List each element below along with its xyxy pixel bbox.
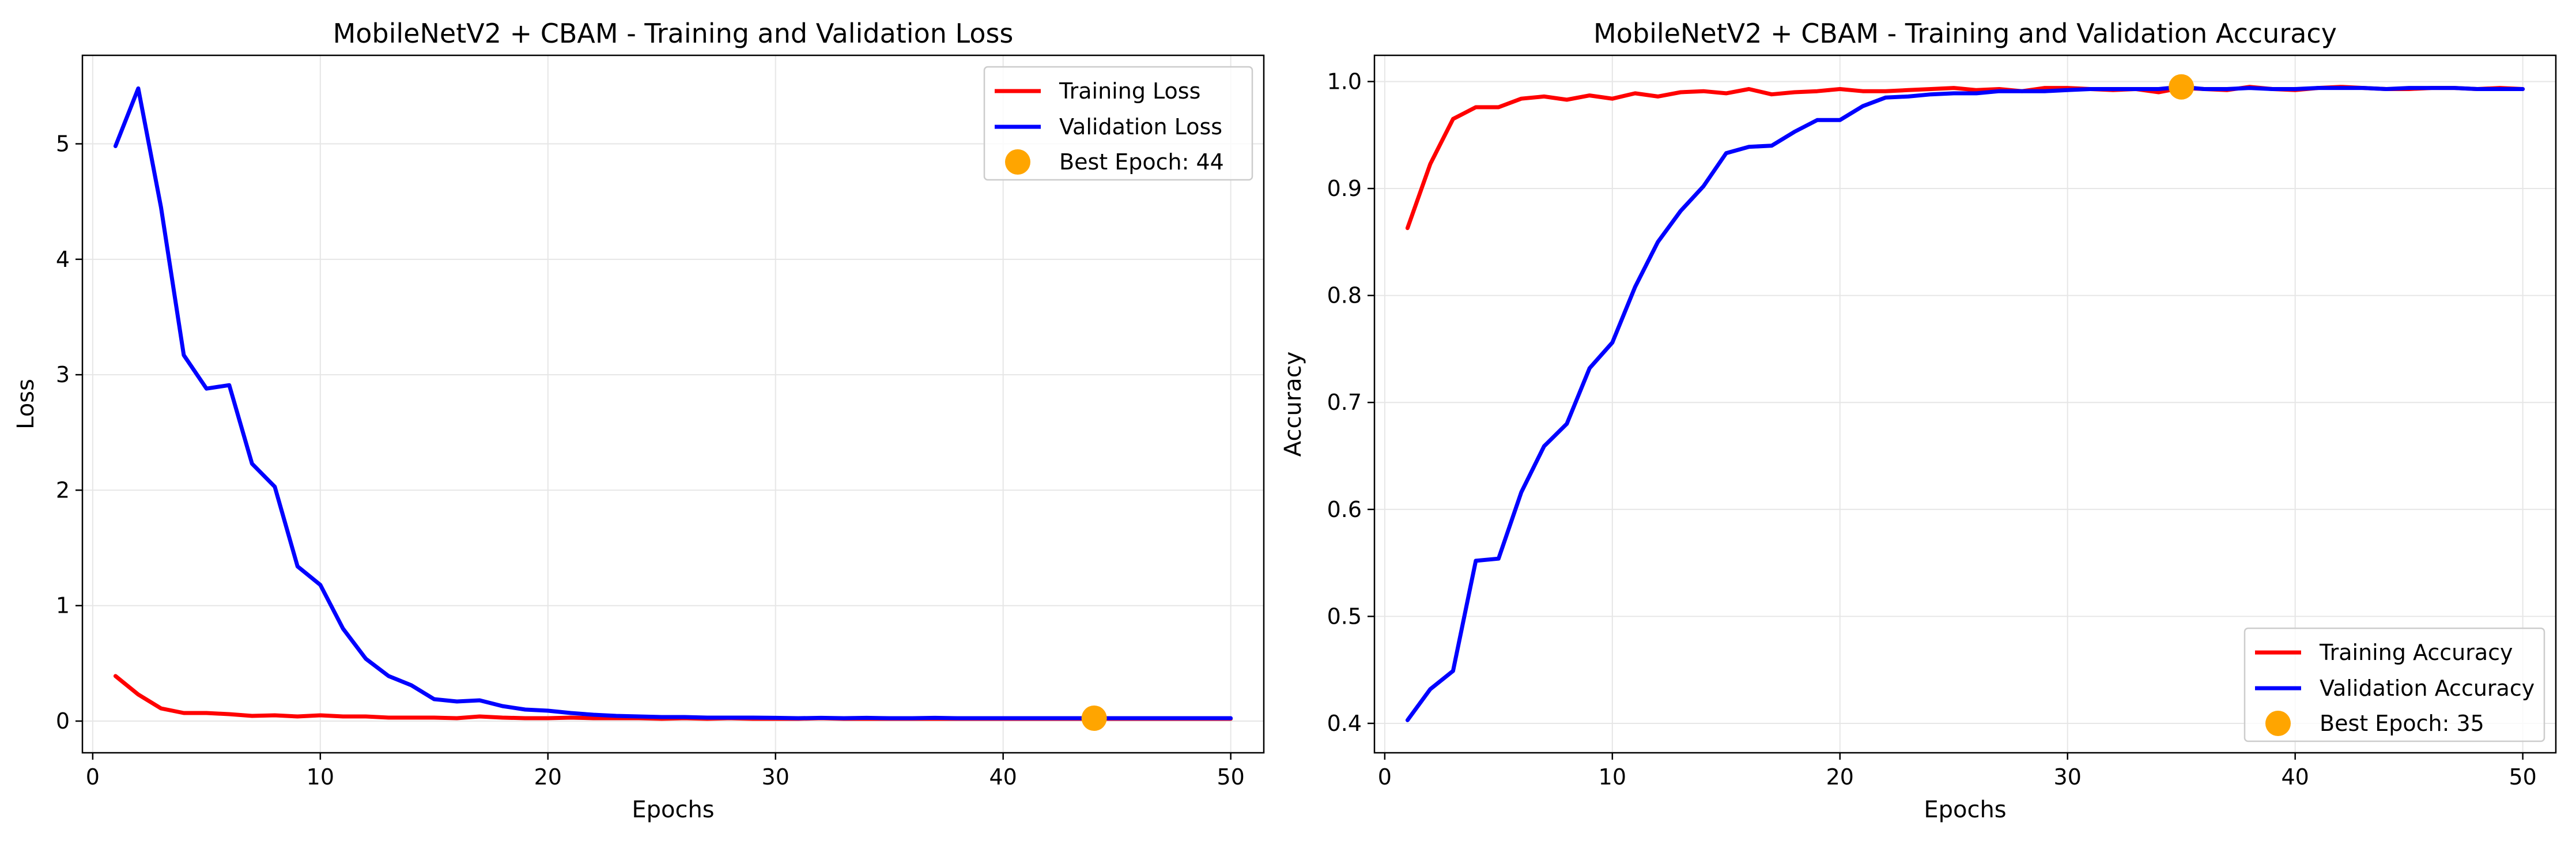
y-tick-label: 0.4: [1327, 711, 1362, 736]
x-tick-label: 20: [1826, 764, 1854, 790]
y-tick-label: 1.0: [1327, 69, 1362, 94]
x-tick-label: 50: [2509, 764, 2536, 790]
accuracy-chart-title: MobileNetV2 + CBAM - Training and Valida…: [1593, 18, 2337, 49]
y-tick-label: 0.9: [1327, 176, 1362, 201]
loss-series: [113, 86, 1233, 731]
accuracy-ticks: 0 10 20 30 40 50 0.4 0.5 0.6 0.7 0.8 0.9 1.0: [1327, 69, 2537, 790]
legend-best-epoch-marker: [1005, 149, 1030, 175]
legend-training-accuracy-label: Training Accuracy: [2319, 640, 2513, 665]
y-tick-label: 2: [56, 477, 70, 503]
legend-best-epoch-label: Best Epoch: 35: [2320, 711, 2484, 736]
x-tick-label: 0: [1378, 764, 1392, 790]
y-tick-label: 0: [56, 708, 70, 734]
y-tick-label: 3: [56, 362, 70, 387]
x-tick-label: 10: [1599, 764, 1626, 790]
accuracy-series: [1405, 74, 2525, 722]
accuracy-y-axis-label: Accuracy: [1280, 352, 1306, 457]
loss-y-axis-label: Loss: [13, 379, 39, 429]
loss-chart: 0 10 20 30 40 50 0 1 2 3 4 5 MobileNetV2 + CBAM - T…: [13, 18, 1265, 823]
accuracy-legend: Training Accuracy Validation Accuracy Be…: [2243, 627, 2545, 742]
y-tick-label: 0.5: [1327, 603, 1362, 629]
legend-best-epoch-label: Best Epoch: 44: [1059, 149, 1224, 175]
x-tick-label: 10: [307, 764, 334, 790]
y-tick-label: 0.6: [1327, 497, 1362, 522]
legend-validation-loss-label: Validation Loss: [1059, 114, 1222, 139]
y-tick-label: 0.7: [1327, 390, 1362, 415]
loss-chart-title: MobileNetV2 + CBAM - Training and Valida…: [333, 18, 1014, 49]
x-tick-label: 40: [989, 764, 1017, 790]
best-epoch-marker: [2169, 74, 2194, 100]
validation-accuracy-line: [1405, 85, 2525, 722]
x-tick-label: 30: [762, 764, 790, 790]
x-tick-label: 30: [2054, 764, 2082, 790]
loss-legend: Training Loss Validation Loss Best Epoch…: [983, 66, 1253, 181]
y-tick-label: 5: [56, 131, 70, 157]
x-tick-label: 50: [1217, 764, 1244, 790]
x-tick-label: 40: [2282, 764, 2309, 790]
y-tick-label: 4: [56, 247, 70, 272]
loss-ticks: 0 10 20 30 40 50 0 1 2 3 4 5: [56, 131, 1245, 790]
legend-best-epoch-marker: [2265, 711, 2291, 736]
y-tick-label: 1: [56, 593, 70, 618]
loss-plot-frame: [81, 54, 1265, 754]
loss-x-axis-label: Epochs: [632, 797, 714, 823]
accuracy-plot-frame: [1373, 54, 2557, 754]
legend-validation-accuracy-label: Validation Accuracy: [2320, 676, 2535, 701]
x-tick-label: 0: [86, 764, 100, 790]
best-epoch-marker: [1081, 706, 1107, 731]
accuracy-x-axis-label: Epochs: [1924, 797, 2006, 823]
validation-loss-line: [113, 86, 1233, 720]
loss-legend-box: [983, 66, 1253, 181]
accuracy-gridlines: [1374, 55, 2556, 753]
x-tick-label: 20: [534, 764, 562, 790]
y-tick-label: 0.8: [1327, 283, 1362, 308]
accuracy-chart: 0 10 20 30 40 50 0.4 0.5 0.6 0.7 0.8 0.9 1.0 MobileN…: [1280, 18, 2557, 823]
loss-gridlines: [82, 55, 1264, 753]
accuracy-legend-box: [2243, 627, 2545, 742]
legend-training-loss-label: Training Loss: [1059, 78, 1200, 104]
